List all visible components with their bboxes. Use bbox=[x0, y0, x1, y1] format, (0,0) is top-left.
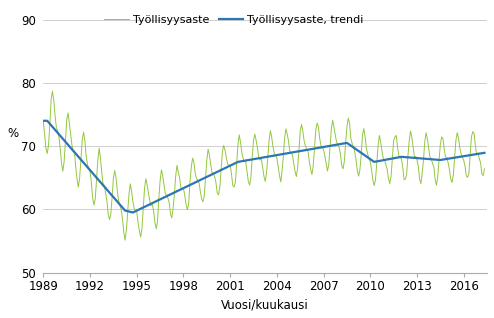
Line: Työllisyysaste, trendi: Työllisyysaste, trendi bbox=[43, 121, 485, 212]
X-axis label: Vuosi/kuukausi: Vuosi/kuukausi bbox=[221, 298, 309, 311]
Y-axis label: %: % bbox=[7, 127, 18, 140]
Työllisyysaste bbox=[143, 177, 149, 181]
Legend: Työllisyysaste, Työllisyysaste, trendi: Työllisyysaste, Työllisyysaste, trendi bbox=[102, 12, 366, 27]
Työllisyysaste, trendi bbox=[142, 205, 148, 209]
Työllisyysaste, trendi bbox=[81, 161, 86, 165]
Työllisyysaste bbox=[420, 158, 426, 162]
Työllisyysaste bbox=[482, 167, 488, 171]
Työllisyysaste, trendi bbox=[430, 157, 436, 161]
Työllisyysaste, trendi bbox=[65, 143, 71, 147]
Työllisyysaste bbox=[82, 139, 88, 143]
Työllisyysaste bbox=[41, 120, 46, 124]
Työllisyysaste bbox=[122, 238, 128, 242]
Työllisyysaste bbox=[66, 121, 72, 125]
Työllisyysaste, trendi bbox=[130, 211, 136, 214]
Line: Työllisyysaste: Työllisyysaste bbox=[43, 91, 485, 240]
Työllisyysaste bbox=[49, 89, 55, 93]
Työllisyysaste bbox=[431, 165, 437, 169]
Työllisyysaste, trendi bbox=[41, 119, 46, 123]
Työllisyysaste, trendi bbox=[240, 159, 246, 163]
Työllisyysaste, trendi bbox=[482, 151, 488, 155]
Työllisyysaste, trendi bbox=[419, 156, 425, 160]
Työllisyysaste bbox=[242, 160, 247, 163]
